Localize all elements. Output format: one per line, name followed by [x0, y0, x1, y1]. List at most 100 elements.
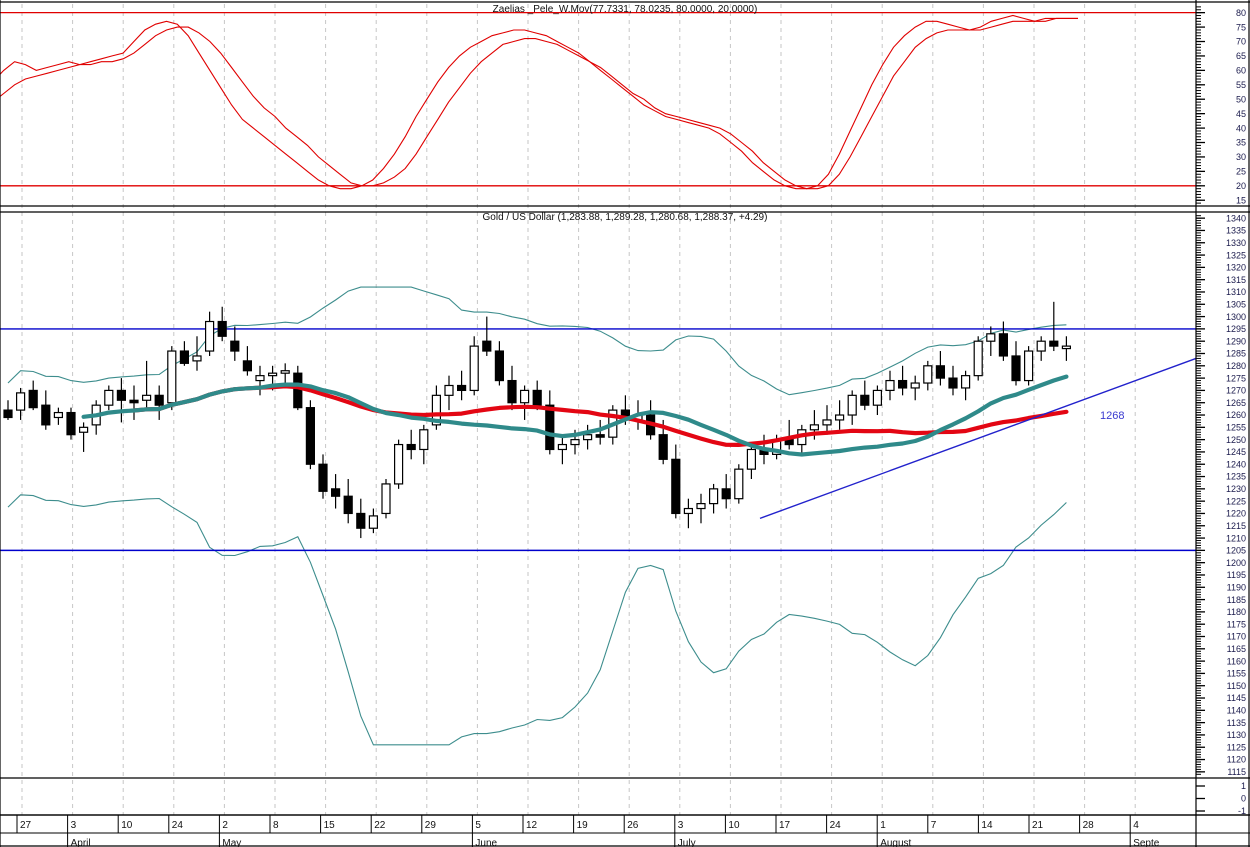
- candlestick[interactable]: [419, 424, 429, 465]
- candlestick[interactable]: [28, 380, 38, 411]
- candlestick[interactable]: [280, 363, 290, 386]
- candlestick[interactable]: [66, 407, 76, 440]
- axis-tick-label: 1155: [1227, 669, 1246, 679]
- date-axis[interactable]: 27 3 April 10 24 2 May 8 15 22 29 5 June 12 19 26 3 July 1…: [0, 814, 1250, 847]
- candlestick[interactable]: [582, 424, 593, 450]
- date-tick-label: 14: [981, 820, 993, 831]
- candlestick[interactable]: [318, 454, 328, 499]
- axis-tick-label: 1145: [1227, 693, 1246, 703]
- candlestick[interactable]: [482, 316, 492, 356]
- candlestick[interactable]: [78, 422, 89, 452]
- candlestick[interactable]: [406, 429, 416, 460]
- candlestick[interactable]: [381, 479, 391, 519]
- axis-tick-label: 30: [1236, 152, 1246, 162]
- candlestick[interactable]: [1036, 336, 1046, 361]
- candlestick[interactable]: [179, 341, 189, 366]
- candlestick[interactable]: [671, 444, 681, 519]
- axis-tick-label: 1280: [1226, 361, 1246, 371]
- candlestick[interactable]: [1061, 336, 1072, 361]
- candlestick[interactable]: [41, 390, 51, 430]
- axis-tick-label: 1270: [1226, 386, 1246, 396]
- date-tick-label: 28: [1083, 820, 1095, 831]
- candlestick[interactable]: [469, 336, 479, 396]
- candlestick[interactable]: [142, 360, 152, 411]
- candlestick[interactable]: [242, 346, 252, 376]
- price-axis[interactable]: 80 75 70 65 60 55 50 45 40 35 30 25 20 15 1340 1335 1330…: [1196, 6, 1246, 816]
- axis-tick-label: 1195: [1227, 570, 1246, 580]
- axis-tick-label: 1150: [1227, 681, 1246, 691]
- candlestick[interactable]: [3, 400, 13, 420]
- candlestick[interactable]: [834, 400, 845, 430]
- candlestick[interactable]: [696, 493, 706, 524]
- candlestick[interactable]: [255, 365, 265, 396]
- candlestick[interactable]: [507, 365, 517, 411]
- candlestick[interactable]: [1023, 346, 1034, 386]
- candlestick[interactable]: [519, 385, 530, 420]
- candlestick[interactable]: [457, 370, 467, 401]
- candlestick[interactable]: [356, 498, 366, 539]
- trendline[interactable]: [759, 357, 1197, 520]
- candlestick[interactable]: [104, 385, 114, 411]
- candlestick[interactable]: [910, 375, 920, 401]
- candlestick[interactable]: [923, 360, 933, 391]
- candlestick[interactable]: [897, 365, 908, 396]
- candlestick[interactable]: [217, 306, 227, 342]
- candlestick[interactable]: [116, 378, 127, 423]
- candlestick[interactable]: [167, 346, 177, 411]
- axis-tick-label: 1305: [1226, 299, 1246, 309]
- candlestick[interactable]: [53, 407, 64, 425]
- candlestick[interactable]: [129, 385, 139, 420]
- month-label: Septe: [1133, 838, 1160, 847]
- month-label: April: [71, 838, 91, 847]
- axis-tick-label: 80: [1236, 8, 1246, 18]
- axis-tick-label: 1205: [1226, 546, 1246, 556]
- axis-tick-label: 15: [1236, 195, 1246, 205]
- candlestick[interactable]: [545, 390, 555, 455]
- axis-tick-label: 1170: [1227, 632, 1246, 642]
- candlestick[interactable]: [847, 390, 857, 425]
- moving-averages: [81, 374, 1069, 457]
- candlestick[interactable]: [708, 483, 719, 514]
- candlestick[interactable]: [595, 419, 605, 445]
- candlestick[interactable]: [305, 400, 315, 470]
- candlestick[interactable]: [860, 380, 870, 411]
- candlestick[interactable]: [721, 474, 731, 509]
- axis-tick-label: 1275: [1226, 373, 1246, 383]
- candlestick[interactable]: [205, 311, 215, 356]
- candlestick[interactable]: [394, 439, 404, 489]
- candlestick[interactable]: [230, 326, 240, 361]
- candlestick[interactable]: [935, 351, 946, 386]
- candlestick[interactable]: [998, 321, 1009, 361]
- candlestick[interactable]: [885, 370, 895, 401]
- candlestick[interactable]: [986, 326, 996, 356]
- candlestick[interactable]: [192, 336, 202, 371]
- candlestick[interactable]: [1011, 341, 1021, 386]
- candlestick[interactable]: [557, 434, 568, 465]
- candlestick[interactable]: [331, 474, 341, 509]
- candlestick[interactable]: [444, 375, 454, 411]
- candlestick[interactable]: [734, 464, 744, 504]
- date-tick-label: 3: [71, 820, 77, 831]
- axis-tick-label: 1340: [1226, 213, 1246, 223]
- candlestick[interactable]: [494, 341, 504, 386]
- date-tick-label: 17: [779, 820, 791, 831]
- candlestick[interactable]: [872, 385, 883, 416]
- candlestick[interactable]: [343, 479, 353, 524]
- candlestick[interactable]: [16, 387, 26, 420]
- candlestick[interactable]: [154, 385, 164, 420]
- candlestick[interactable]: [822, 405, 832, 435]
- candlestick[interactable]: [368, 508, 378, 534]
- candlestick[interactable]: [973, 336, 983, 381]
- axis-tick-label: 70: [1236, 37, 1246, 47]
- candlestick[interactable]: [960, 370, 971, 401]
- axis-tick-label: 45: [1236, 109, 1246, 119]
- axis-tick-label: 1165: [1227, 644, 1246, 654]
- axis-tick-label: 50: [1236, 94, 1246, 104]
- candlestick[interactable]: [683, 498, 694, 529]
- candlestick[interactable]: [746, 444, 757, 480]
- axis-tick-label: 1190: [1227, 582, 1246, 592]
- trendline-price-label[interactable]: 1268: [1100, 410, 1124, 422]
- candlestick[interactable]: [1049, 301, 1059, 352]
- candlestick[interactable]: [948, 365, 958, 396]
